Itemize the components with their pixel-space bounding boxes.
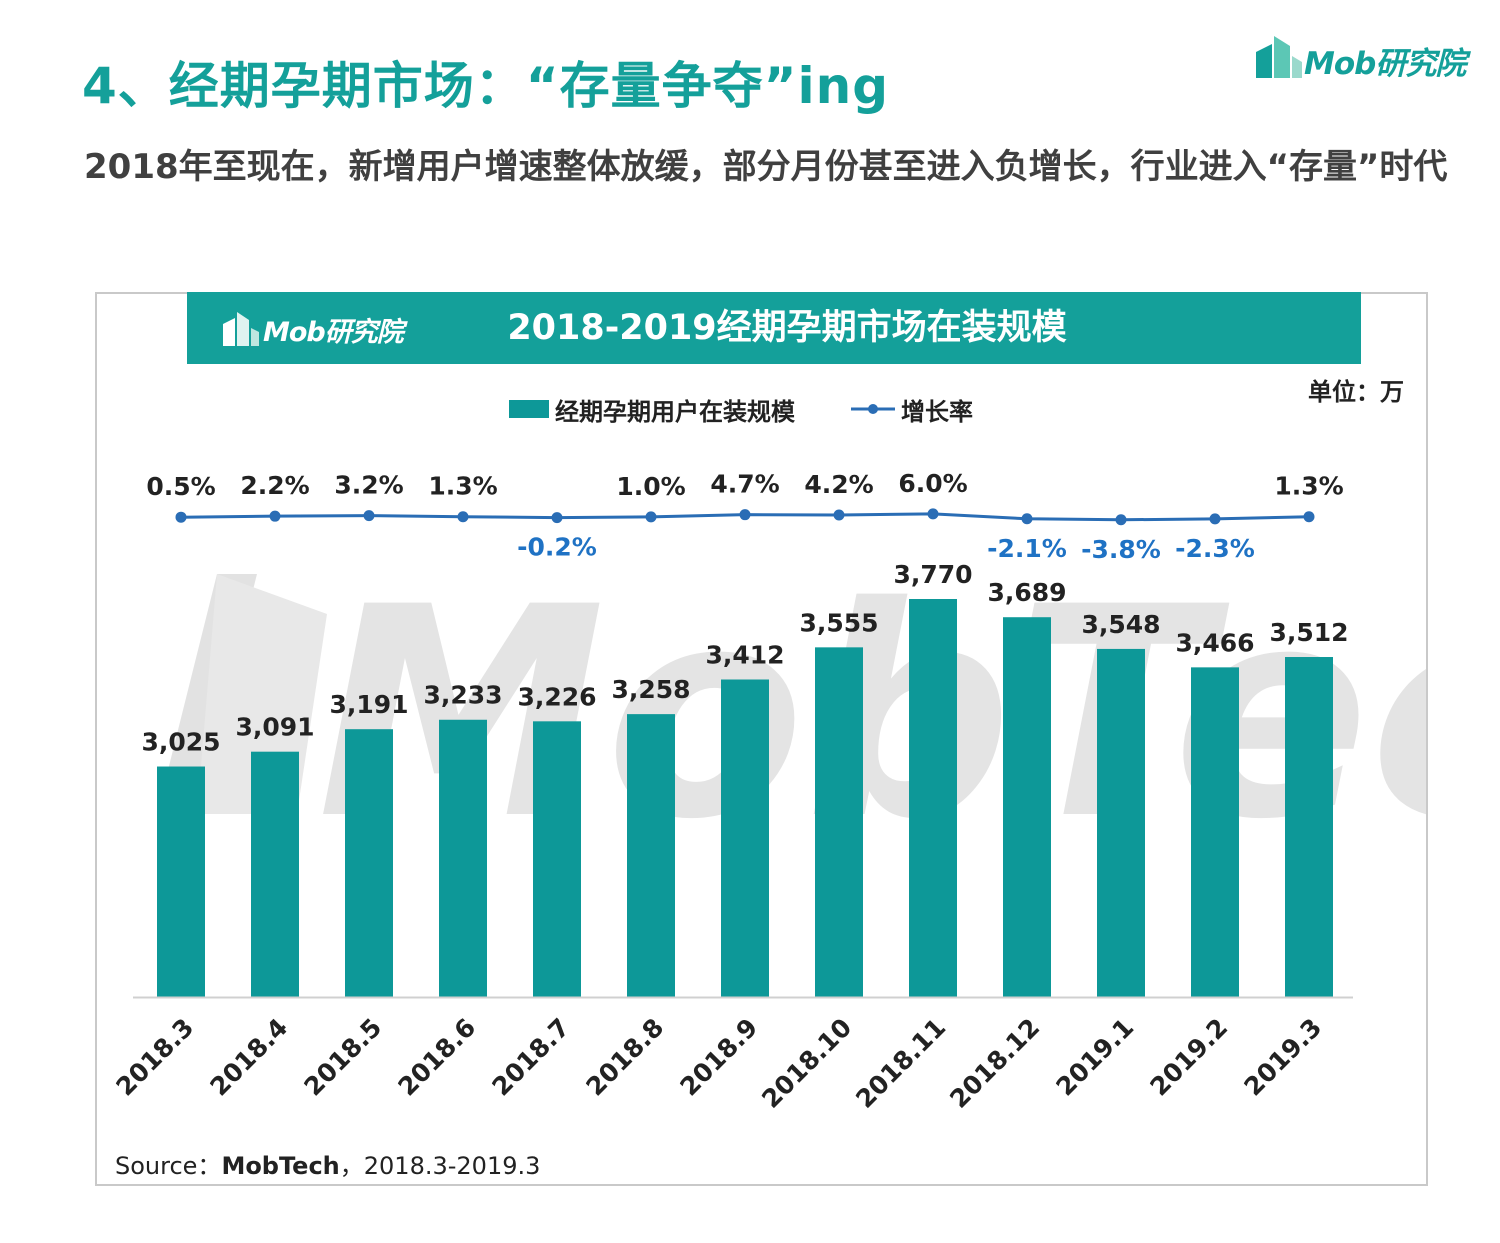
x-tick-label: 2018.11 [850,1013,951,1114]
x-axis: 2018.3 2018.4 2018.5 2018.6 2018.7 2018.8 2018… [111,996,1353,1114]
growth-rate-point [739,509,751,521]
bar-2018.11 [909,599,957,997]
growth-rate-label: 3.2% [334,471,403,500]
x-tick-label: 2018.9 [675,1013,764,1102]
chart-legend: 经期孕期用户在装规模 增长率 [509,392,973,427]
growth-rate-point [363,510,375,522]
growth-rate-point [645,511,657,523]
bar-value-label: 3,512 [1269,618,1348,647]
legend-line-label: 增长率 [901,397,973,426]
growth-rate-label: 6.0% [898,469,967,498]
x-tick-label: 2019.3 [1239,1013,1328,1102]
bar-2019.3 [1285,657,1333,997]
building-logo-icon [1256,36,1302,78]
bar-value-label: 3,412 [705,640,784,669]
bar-value-label: 3,226 [517,682,596,711]
x-tick-label: 2018.6 [393,1013,482,1102]
watermark: MobTech [157,546,1426,883]
chart-panel: MobTech 3,0253,0913,1913,2333,2263,2583,… [95,292,1428,1186]
growth-rate-label: -2.3% [1175,534,1255,563]
growth-rate-point [175,511,187,523]
bar-2018.12 [1003,617,1051,997]
building-logo-icon [223,312,259,346]
growth-rate-point [551,512,563,524]
x-tick-label: 2018.3 [111,1013,200,1102]
bar-2018.7 [533,721,581,997]
bar-2018.10 [815,647,863,997]
bar-value-label: 3,233 [423,681,502,710]
x-tick-label: 2018.4 [205,1013,294,1102]
growth-rate-label: -2.1% [987,534,1067,563]
bar-2018.4 [251,751,299,997]
source-range: ，2018.3-2019.3 [339,1152,541,1180]
growth-rate-label: 2.2% [240,471,309,500]
legend-bar-label: 经期孕期用户在装规模 [555,397,795,426]
x-tick-label: 2019.2 [1145,1013,1234,1102]
growth-rate-label: 0.5% [146,472,215,501]
unit-label: 单位：万 [1308,378,1404,406]
x-tick-label: 2019.1 [1051,1013,1140,1102]
growth-rate-label: -0.2% [517,533,597,562]
growth-rate-label: 4.2% [804,470,873,499]
watermark-text: MobTech [317,546,1426,883]
brand-logo-text: Mob研究院 [1304,46,1466,82]
source-prefix: Source： [115,1152,222,1180]
growth-rate-label: 1.0% [616,472,685,501]
growth-rate-point [1115,514,1127,526]
bar-2019.2 [1191,667,1239,997]
chart-header-logo-text: Mob研究院 [263,317,404,348]
bar-value-label: 3,466 [1175,628,1254,657]
page-title: 4、经期孕期市场：“存量争夺”ing [82,57,890,115]
x-tick-label: 2018.7 [487,1013,576,1102]
chart-canvas: MobTech 3,0253,0913,1913,2333,2263,2583,… [111,469,1426,1114]
x-tick-label: 2018.8 [581,1013,670,1102]
growth-rate-point [927,508,939,520]
bar-2018.8 [627,714,675,997]
bar-value-label: 3,555 [799,608,878,637]
growth-rate-label: 1.3% [1274,472,1343,501]
source-name: MobTech [221,1152,340,1180]
x-tick-label: 2018.10 [756,1013,857,1114]
bar-value-label: 3,689 [987,578,1066,607]
growth-rate-point [269,510,281,522]
chart-header: Mob研究院 2018-2019经期孕期市场在装规模 [187,292,1361,364]
growth-rate-point [1209,513,1221,525]
x-tick-label: 2018.12 [944,1013,1045,1114]
bar-value-label: 3,548 [1081,610,1160,639]
x-tick-label: 2018.5 [299,1013,388,1102]
growth-rate-label: 4.7% [710,470,779,499]
page-subtitle: 2018年至现在，新增用户增速整体放缓，部分月份甚至进入负增长，行业进入“存量”… [84,147,1448,187]
growth-rate-point [833,509,845,521]
bar-2018.9 [721,679,769,997]
chart-title: 2018-2019经期孕期市场在装规模 [507,308,1067,348]
bar-value-label: 3,191 [329,690,408,719]
legend-item-line: 增长率 [851,392,973,427]
bar-2019.1 [1097,648,1145,997]
bar-value-label: 3,091 [235,713,314,742]
growth-rate-label: 1.3% [428,472,497,501]
growth-rate-label: -3.8% [1081,535,1161,564]
source-note: Source：MobTech，2018.3-2019.3 [115,1146,540,1181]
legend-line-swatch [851,404,895,414]
bar-2018.5 [345,729,393,997]
bar-value-label: 3,025 [141,728,220,757]
bar-value-label: 3,258 [611,675,690,704]
brand-logo: Mob研究院 [1252,32,1474,82]
bar-2018.6 [439,719,487,997]
bar-series: 3,025 3,091 3,191 3,233 3,226 3,258 3,412 3,555… [141,560,1349,997]
growth-rate-point [1021,513,1033,525]
legend-item-bar: 经期孕期用户在装规模 [509,392,795,427]
bar-value-label: 3,770 [893,560,972,589]
bar-2018.3 [157,766,205,997]
growth-rate-point [1303,511,1315,523]
growth-rate-point [457,511,469,523]
legend-bar-swatch [509,400,549,418]
line-series: 0.5% 2.2% 3.2% 1.3% -0.2% 1.0% 4.7% 4.2% 6.0% -2.… [146,469,1343,564]
chart-header-logo: Mob研究院 [221,302,421,352]
